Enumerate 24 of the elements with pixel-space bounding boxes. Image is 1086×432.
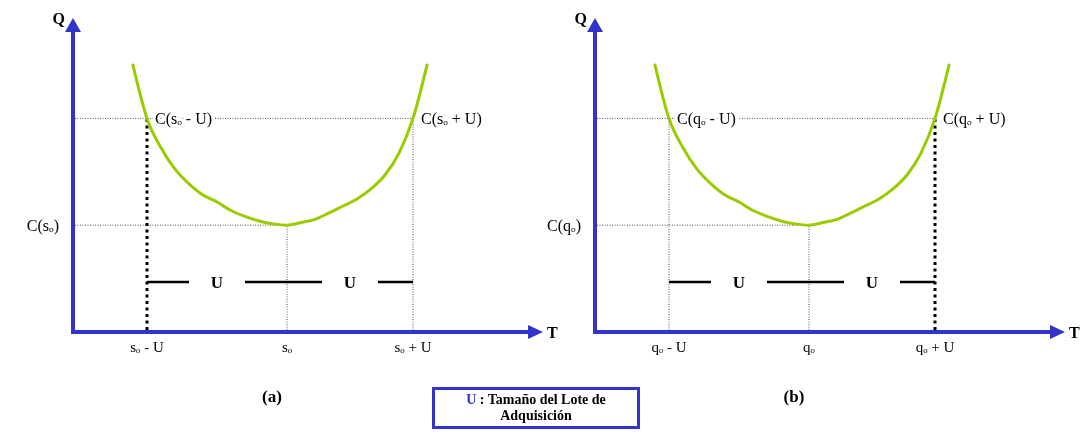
text: (b) (783, 387, 805, 406)
x-tick-label: sₒ + U (394, 339, 432, 355)
annotation: C(qₒ + U) (943, 109, 1006, 128)
x-axis-title: T (1069, 323, 1080, 341)
text: U (466, 392, 477, 407)
annotation: C(sₒ - U) (155, 109, 213, 128)
x-tick-label: qₒ + U (915, 339, 955, 355)
x-tick-label: sₒ - U (130, 339, 164, 355)
text: (a) (262, 387, 282, 406)
x-tick-label: qₒ - U (651, 339, 687, 355)
annotation: C(qₒ - U) (677, 109, 736, 128)
x-axis-title: T (547, 323, 558, 341)
y-axis-title: Q (574, 10, 587, 27)
x-tick-label: sₒ (281, 339, 293, 355)
y-axis-title: Q (52, 10, 65, 27)
annotation: U (732, 272, 746, 292)
ref-line-label: C(sₒ) (26, 216, 59, 235)
annotation: U (210, 272, 224, 292)
annotation: U (865, 272, 879, 292)
annotation: C(sₒ + U) (421, 109, 482, 128)
ref-line-label: C(qₒ) (547, 216, 581, 235)
x-tick-label: qₒ (803, 339, 816, 355)
annotation: U (343, 272, 357, 292)
text: : Tamaño del Lote de Adquisición (479, 392, 606, 423)
